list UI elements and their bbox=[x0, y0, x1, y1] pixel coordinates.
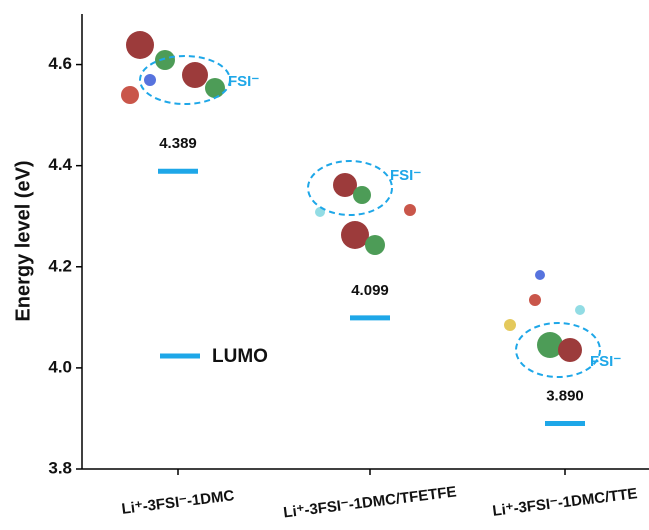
y-tick-label: 4.6 bbox=[48, 54, 72, 73]
y-tick-label: 4.4 bbox=[48, 155, 72, 174]
annotation: FSI⁻ bbox=[590, 353, 621, 370]
molecule-decoration bbox=[121, 31, 585, 362]
x-tick-label: Li⁺-3FSI⁻-1DMC bbox=[121, 487, 236, 518]
fsi-ellipses bbox=[140, 56, 600, 377]
y-tick-label: 3.8 bbox=[48, 458, 72, 477]
legend-label: LUMO bbox=[212, 346, 268, 367]
chart: Energy level (eV) 3.8 4.0 4.2 4.4 4.6 Li⁺-3FS… bbox=[0, 0, 649, 530]
value-label: 4.389 bbox=[159, 135, 197, 152]
annotation: FSI⁻ bbox=[390, 167, 421, 184]
x-tick-label: Li⁺-3FSI⁻-1DMC/TFETFE bbox=[282, 483, 457, 521]
y-axis-label: Energy level (eV) bbox=[12, 160, 34, 321]
x-tick-label: Li⁺-3FSI⁻-1DMC/TTE bbox=[492, 485, 639, 520]
value-label: 4.099 bbox=[351, 282, 389, 299]
value-label: 3.890 bbox=[546, 387, 584, 404]
annotation: FSI⁻ bbox=[228, 73, 259, 90]
y-tick-label: 4.0 bbox=[48, 357, 72, 376]
y-tick-label: 4.2 bbox=[48, 256, 72, 275]
